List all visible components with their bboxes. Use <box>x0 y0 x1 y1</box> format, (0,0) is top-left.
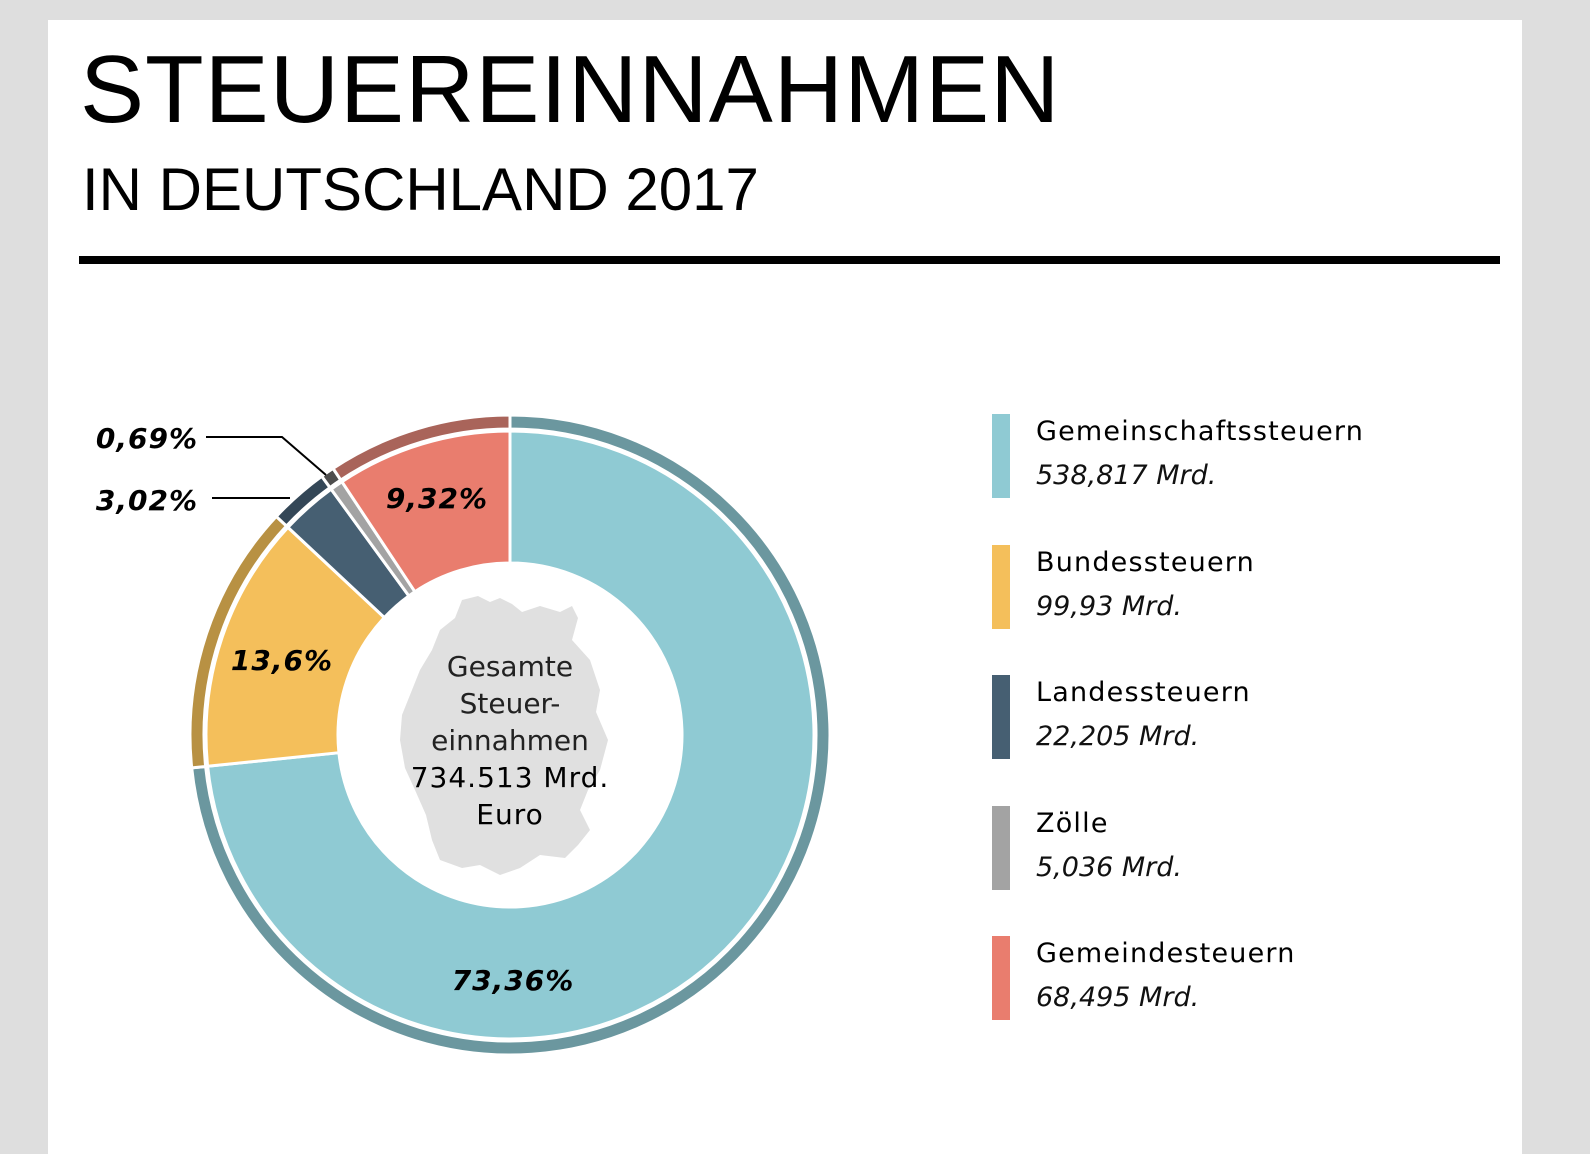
legend-swatch <box>992 805 1010 890</box>
legend-label: Gemeinschaftssteuern <box>1036 416 1365 447</box>
legend-swatch <box>992 544 1010 629</box>
legend-value: 5,036 Mrd. <box>1036 851 1182 883</box>
center-line-2: Steuer- <box>459 687 561 720</box>
center-line-1: Gesamte <box>446 650 574 683</box>
center-total-value: 734.513 Mrd. <box>410 761 610 794</box>
legend-label: Gemeindesteuern <box>1036 938 1296 969</box>
outer-ring-gemeindesteuern <box>330 413 512 483</box>
center-total-unit: Euro <box>476 798 544 831</box>
germany-map-silhouette <box>400 596 608 875</box>
legend-swatch <box>992 414 1010 498</box>
percent-label-bundessteuern: 13,6% <box>231 644 333 677</box>
legend-swatch <box>992 675 1010 759</box>
legend-label: Bundessteuern <box>1036 546 1255 578</box>
legend-value: 99,93 Mrd. <box>1036 590 1182 622</box>
percent-label-zoelle: 0,69% <box>96 422 198 455</box>
center-line-3: einnahmen <box>431 724 589 757</box>
percent-label-landessteuern: 3,02% <box>96 484 198 517</box>
legend-value: 22,205 Mrd. <box>1036 721 1200 752</box>
percent-label-gemeinschaftssteuern: 73,36% <box>452 964 575 997</box>
page-title: STEUEREINNAHMEN <box>80 36 1061 143</box>
legend-label: Landessteuern <box>1036 677 1251 708</box>
legend-label: Zölle <box>1036 807 1109 839</box>
legend-value: 68,495 Mrd. <box>1036 982 1200 1013</box>
slice-gemeindesteuern <box>339 429 512 594</box>
page-subtitle: IN DEUTSCHLAND 2017 <box>82 156 759 223</box>
legend-swatch <box>992 936 1010 1020</box>
center-total-label: Gesamte Steuer- einnahmen 734.513 Mrd. E… <box>410 648 610 833</box>
title-divider <box>79 256 1500 264</box>
percent-label-gemeindesteuern: 9,32% <box>386 482 488 515</box>
leader-line-zoelle <box>206 436 327 476</box>
legend-value: 538,817 Mrd. <box>1036 460 1217 491</box>
slice-gemeinschaftssteuern <box>205 429 816 1041</box>
